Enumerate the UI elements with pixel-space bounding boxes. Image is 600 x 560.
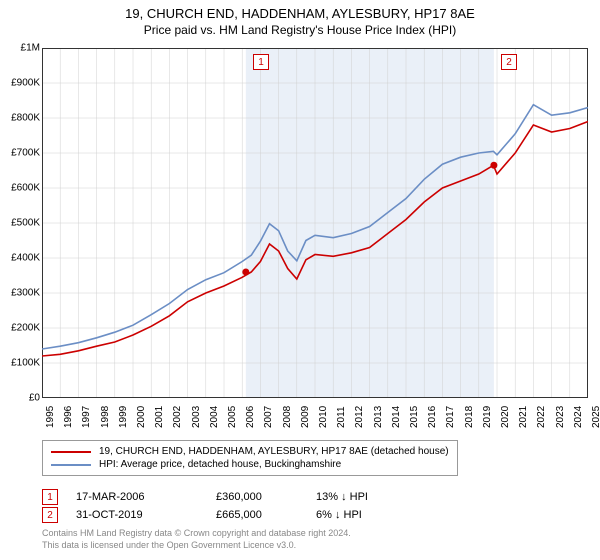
x-tick-label: 2012 [354,406,365,428]
x-tick-label: 2005 [227,406,238,428]
legend-item: 19, CHURCH END, HADDENHAM, AYLESBURY, HP… [51,445,449,458]
y-tick-label: £600K [11,183,40,194]
page-title: 19, CHURCH END, HADDENHAM, AYLESBURY, HP… [0,0,600,21]
y-tick-label: £500K [11,218,40,229]
legend-label: HPI: Average price, detached house, Buck… [99,459,341,470]
x-tick-label: 2018 [464,406,475,428]
x-tick-label: 2000 [136,406,147,428]
x-tick-label: 2024 [573,406,584,428]
y-tick-label: £800K [11,113,40,124]
x-tick-label: 2010 [318,406,329,428]
marker-date: 17-MAR-2006 [76,491,216,503]
marker-table-row: 1 17-MAR-2006£360,00013% ↓ HPI [42,488,436,506]
x-tick-label: 2025 [591,406,600,428]
marker-diff: 13% ↓ HPI [316,491,436,503]
x-tick-label: 2011 [336,406,347,428]
marker-diff: 6% ↓ HPI [316,509,436,521]
x-tick-label: 1995 [45,406,56,428]
x-axis-labels: 1995 1996 1997 1998 1999 2000 2001 2002 2003 2004… [42,398,588,438]
x-tick-label: 2004 [209,406,220,428]
attribution: Contains HM Land Registry data © Crown c… [42,528,351,551]
chart-marker-1: 1 [253,54,269,70]
y-tick-label: £200K [11,323,40,334]
chart-container: 19, CHURCH END, HADDENHAM, AYLESBURY, HP… [0,0,600,560]
chart-marker-2: 2 [501,54,517,70]
legend-swatch [51,464,91,466]
chart-area [42,48,588,398]
x-tick-label: 2006 [245,406,256,428]
x-tick-label: 2003 [191,406,202,428]
legend: 19, CHURCH END, HADDENHAM, AYLESBURY, HP… [42,440,458,476]
x-tick-label: 1996 [63,406,74,428]
x-tick-label: 2007 [263,406,274,428]
marker-date: 31-OCT-2019 [76,509,216,521]
x-tick-label: 1999 [118,406,129,428]
x-tick-label: 2023 [555,406,566,428]
x-tick-label: 2016 [427,406,438,428]
y-tick-label: £700K [11,148,40,159]
y-tick-label: £1M [21,43,40,54]
line-chart-svg [42,48,588,398]
legend-label: 19, CHURCH END, HADDENHAM, AYLESBURY, HP… [99,446,449,457]
x-tick-label: 1997 [81,406,92,428]
marker-price: £360,000 [216,491,316,503]
y-tick-label: £100K [11,358,40,369]
marker-table: 1 17-MAR-2006£360,00013% ↓ HPI 2 31-OCT-201… [42,488,436,524]
x-tick-label: 1998 [100,406,111,428]
x-tick-label: 2008 [282,406,293,428]
x-tick-label: 2015 [409,406,420,428]
x-tick-label: 2021 [518,406,529,428]
y-tick-label: £400K [11,253,40,264]
x-tick-label: 2002 [172,406,183,428]
attribution-line-1: Contains HM Land Registry data © Crown c… [42,528,351,540]
marker-id-box: 2 [42,507,58,523]
marker-table-row: 2 31-OCT-2019£665,0006% ↓ HPI [42,506,436,524]
legend-item: HPI: Average price, detached house, Buck… [51,458,449,471]
legend-swatch [51,451,91,453]
x-tick-label: 2020 [500,406,511,428]
x-tick-label: 2014 [391,406,402,428]
y-tick-label: £900K [11,78,40,89]
x-tick-label: 2009 [300,406,311,428]
x-tick-label: 2001 [154,406,165,428]
x-tick-label: 2019 [482,406,493,428]
marker-price: £665,000 [216,509,316,521]
attribution-line-2: This data is licensed under the Open Gov… [42,540,351,552]
page-subtitle: Price paid vs. HM Land Registry's House … [0,21,600,41]
y-tick-label: £0 [29,393,40,404]
x-tick-label: 2017 [445,406,456,428]
marker-id-box: 1 [42,489,58,505]
x-tick-label: 2022 [536,406,547,428]
y-tick-label: £300K [11,288,40,299]
x-tick-label: 2013 [373,406,384,428]
